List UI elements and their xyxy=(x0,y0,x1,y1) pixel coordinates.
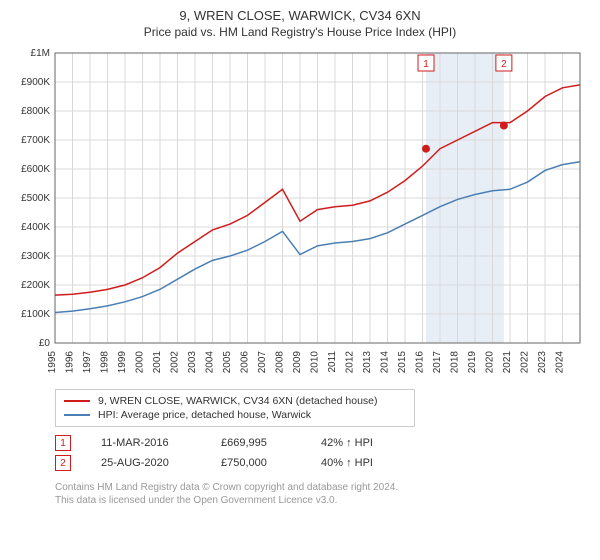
x-tick-label: 2003 xyxy=(187,351,198,374)
y-tick-label: £1M xyxy=(31,48,50,59)
x-tick-label: 2001 xyxy=(152,351,163,374)
title-address: 9, WREN CLOSE, WARWICK, CV34 6XN xyxy=(10,8,590,23)
x-tick-label: 2006 xyxy=(240,351,251,374)
sales-diff: 42% ↑ HPI xyxy=(321,437,411,449)
sales-price: £750,000 xyxy=(221,457,291,469)
x-tick-label: 1995 xyxy=(47,351,58,374)
x-tick-label: 2024 xyxy=(555,351,566,374)
x-tick-label: 2015 xyxy=(397,351,408,374)
x-tick-label: 2020 xyxy=(485,351,496,374)
legend-row: HPI: Average price, detached house, Warw… xyxy=(64,408,406,422)
sales-row: 2 25-AUG-2020 £750,000 40% ↑ HPI xyxy=(55,453,590,473)
legend-row: 9, WREN CLOSE, WARWICK, CV34 6XN (detach… xyxy=(64,394,406,408)
sales-row: 1 11-MAR-2016 £669,995 42% ↑ HPI xyxy=(55,433,590,453)
sales-table: 1 11-MAR-2016 £669,995 42% ↑ HPI 2 25-AUG-202… xyxy=(55,433,590,473)
legend-swatch xyxy=(64,414,90,416)
legend-label: HPI: Average price, detached house, Warw… xyxy=(98,409,311,421)
x-tick-label: 2004 xyxy=(205,351,216,374)
x-tick-label: 1999 xyxy=(117,351,128,374)
x-tick-label: 2010 xyxy=(310,351,321,374)
legend: 9, WREN CLOSE, WARWICK, CV34 6XN (detach… xyxy=(55,389,415,427)
x-tick-label: 2018 xyxy=(450,351,461,374)
x-tick-label: 2002 xyxy=(170,351,181,374)
title-block: 9, WREN CLOSE, WARWICK, CV34 6XN Price p… xyxy=(0,0,600,43)
chart-svg: £0 £100K £200K £300K £400K £500K £600K £700K £80… xyxy=(10,43,590,383)
x-tick-label: 2021 xyxy=(502,351,513,374)
x-tick-label: 2019 xyxy=(467,351,478,374)
x-tick-label: 2009 xyxy=(292,351,303,374)
sales-date: 11-MAR-2016 xyxy=(101,437,191,449)
sales-marker: 1 xyxy=(55,435,71,451)
y-tick-label: £100K xyxy=(21,309,50,320)
sales-diff: 40% ↑ HPI xyxy=(321,457,411,469)
sales-price: £669,995 xyxy=(221,437,291,449)
y-tick-label: £800K xyxy=(21,106,50,117)
x-tick-label: 2008 xyxy=(275,351,286,374)
attribution: Contains HM Land Registry data © Crown c… xyxy=(55,481,590,507)
sales-date: 25-AUG-2020 xyxy=(101,457,191,469)
sale-point xyxy=(500,122,508,130)
x-tick-label: 2013 xyxy=(362,351,373,374)
y-tick-label: £700K xyxy=(21,135,50,146)
x-tick-label: 2022 xyxy=(520,351,531,374)
x-tick-label: 2012 xyxy=(345,351,356,374)
y-tick-label: £900K xyxy=(21,77,50,88)
x-tick-label: 2017 xyxy=(432,351,443,374)
legend-label: 9, WREN CLOSE, WARWICK, CV34 6XN (detach… xyxy=(98,395,378,407)
sale-marker-num: 2 xyxy=(501,59,507,70)
title-subtitle: Price paid vs. HM Land Registry's House … xyxy=(10,25,590,39)
attribution-line2: This data is licensed under the Open Gov… xyxy=(55,494,590,507)
x-tick-label: 2016 xyxy=(415,351,426,374)
y-tick-label: £300K xyxy=(21,251,50,262)
y-tick-label: £200K xyxy=(21,280,50,291)
x-tick-label: 1996 xyxy=(65,351,76,374)
sales-marker: 2 xyxy=(55,455,71,471)
y-tick-label: £500K xyxy=(21,193,50,204)
attribution-line1: Contains HM Land Registry data © Crown c… xyxy=(55,481,590,494)
legend-swatch xyxy=(64,400,90,402)
x-tick-label: 2007 xyxy=(257,351,268,374)
x-tick-label: 1998 xyxy=(100,351,111,374)
x-tick-label: 2000 xyxy=(135,351,146,374)
y-tick-label: £400K xyxy=(21,222,50,233)
sale-marker-num: 1 xyxy=(423,59,429,70)
x-tick-label: 2011 xyxy=(327,351,338,373)
chart-container: 9, WREN CLOSE, WARWICK, CV34 6XN Price p… xyxy=(0,0,600,507)
y-tick-label: £0 xyxy=(39,338,51,349)
sale-point xyxy=(422,145,430,153)
x-tick-label: 2014 xyxy=(380,351,391,374)
y-tick-label: £600K xyxy=(21,164,50,175)
chart-area: £0 £100K £200K £300K £400K £500K £600K £700K £80… xyxy=(10,43,590,383)
x-tick-label: 2005 xyxy=(222,351,233,374)
x-tick-label: 2023 xyxy=(537,351,548,374)
x-tick-label: 1997 xyxy=(82,351,93,374)
